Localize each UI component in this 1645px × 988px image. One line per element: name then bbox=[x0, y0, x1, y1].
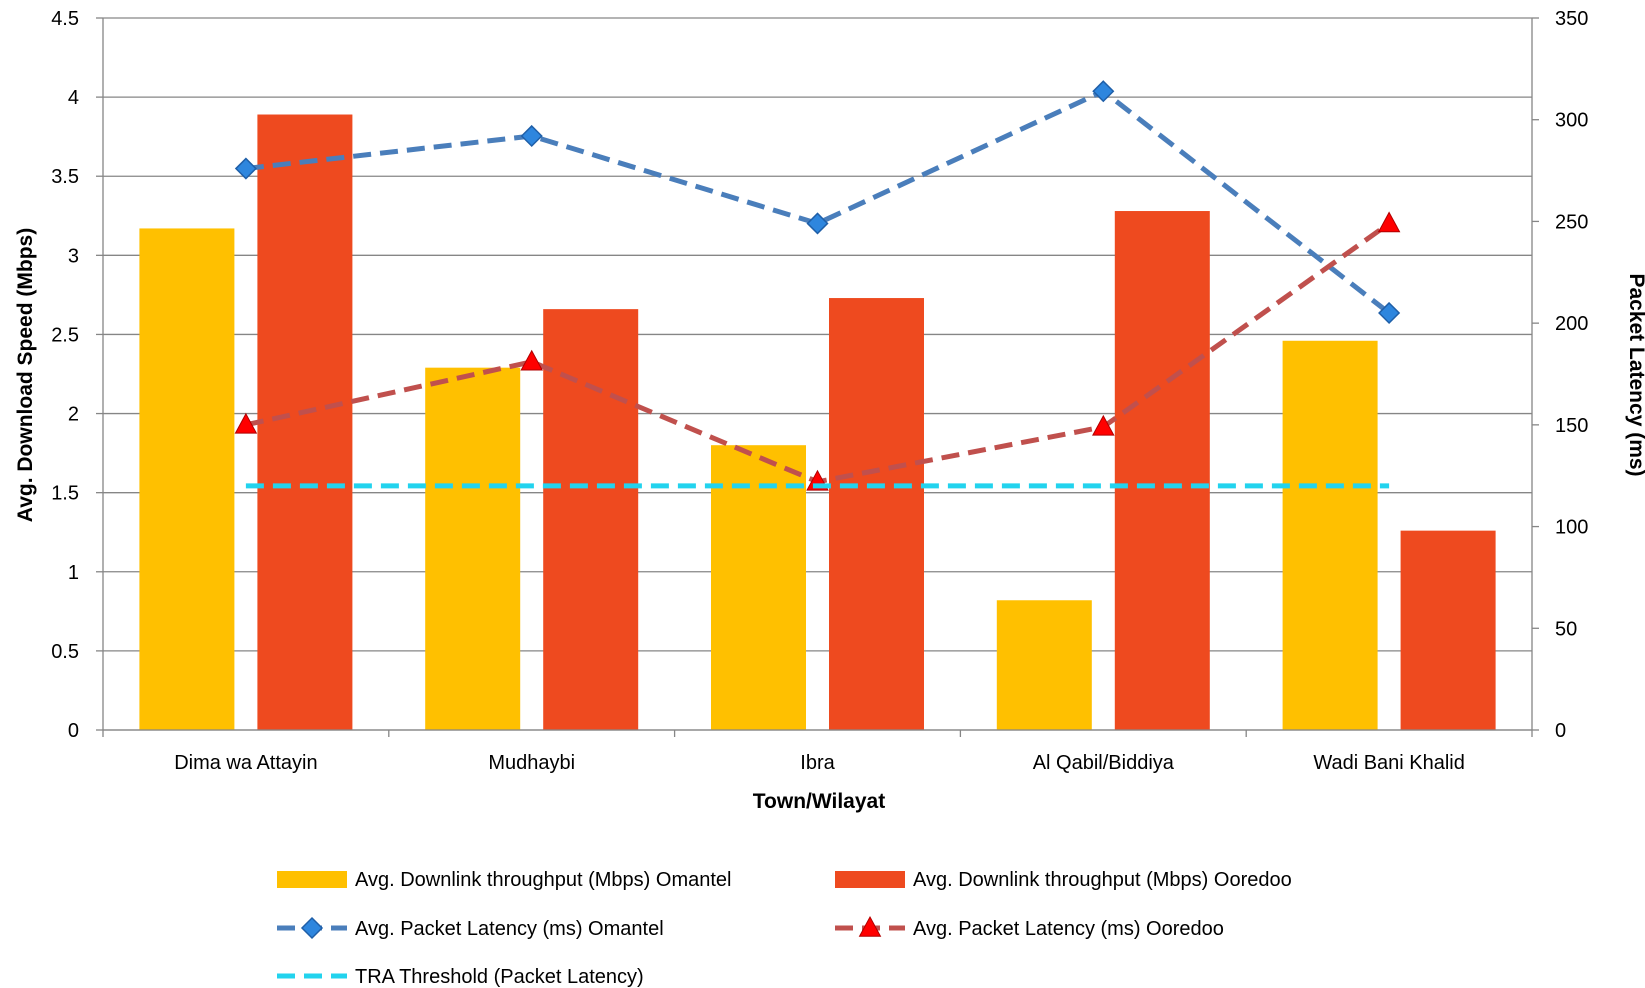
y2-tick-label: 100 bbox=[1555, 517, 1588, 539]
legend-item: Avg. Downlink throughput (Mbps) Omantel bbox=[277, 869, 731, 891]
line-point bbox=[1092, 414, 1115, 436]
line-point bbox=[1378, 301, 1401, 325]
y2-tick-label: 150 bbox=[1555, 415, 1588, 437]
legend-marker bbox=[858, 915, 882, 937]
lines bbox=[234, 80, 1401, 491]
y-tick-label: 2.5 bbox=[51, 324, 79, 346]
x-tick-label: Mudhaybi bbox=[488, 752, 575, 774]
bar bbox=[139, 228, 235, 731]
line-point bbox=[1377, 211, 1401, 233]
legend-item: Avg. Packet Latency (ms) Omantel bbox=[277, 916, 664, 940]
x-tick-label: Wadi Bani Khalid bbox=[1313, 752, 1465, 774]
y2-tick-label: 350 bbox=[1555, 8, 1588, 30]
x-tick-label: Ibra bbox=[800, 752, 835, 774]
legend-swatch bbox=[277, 871, 347, 888]
y2-tick-label: 250 bbox=[1555, 211, 1588, 233]
legend-label: Avg. Packet Latency (ms) Ooredoo bbox=[913, 918, 1224, 940]
bar bbox=[1114, 211, 1210, 730]
x-tick-label: Dima wa Attayin bbox=[174, 752, 317, 774]
legend-item: Avg. Downlink throughput (Mbps) Ooredoo bbox=[835, 869, 1292, 891]
legend-swatch bbox=[835, 871, 905, 888]
legend: Avg. Downlink throughput (Mbps) Omantel A… bbox=[277, 869, 1292, 988]
line-point bbox=[234, 412, 258, 434]
y-tick-label: 4 bbox=[68, 87, 79, 109]
bar bbox=[257, 114, 353, 730]
legend-item: TRA Threshold (Packet Latency) bbox=[277, 966, 644, 988]
bar bbox=[425, 367, 521, 730]
y2-tick-label: 0 bbox=[1555, 720, 1566, 742]
y-tick-label: 1 bbox=[68, 562, 79, 584]
y-tick-label: 3.5 bbox=[51, 166, 79, 188]
y-tick-label: 1.5 bbox=[51, 483, 79, 505]
tick-labels: 0 0.5 1 1.5 2 2.5 3 3.5 4 4.5 0 50 100 150 200 250 300 35… bbox=[51, 8, 1588, 774]
y-tick-label: 0.5 bbox=[51, 641, 79, 663]
x-axis-label: Town/Wilayat bbox=[753, 790, 885, 813]
y2-axis-label: Packet Latency (ms) bbox=[1625, 273, 1645, 476]
series-line bbox=[245, 221, 1391, 485]
line-point bbox=[1092, 80, 1115, 103]
y-tick-label: 2 bbox=[68, 404, 79, 426]
bar bbox=[1400, 530, 1496, 730]
line-point bbox=[520, 349, 543, 371]
legend-label: TRA Threshold (Packet Latency) bbox=[355, 966, 644, 988]
legend-label: Avg. Packet Latency (ms) Omantel bbox=[355, 918, 664, 940]
legend-label: Avg. Downlink throughput (Mbps) Omantel bbox=[355, 869, 731, 891]
bar bbox=[829, 298, 924, 730]
legend-label: Avg. Downlink throughput (Mbps) Ooredoo bbox=[913, 869, 1292, 891]
legend-item: Avg. Packet Latency (ms) Ooredoo bbox=[835, 915, 1224, 940]
y-axis-label: Avg. Download Speed (Mbps) bbox=[14, 228, 37, 522]
line-point bbox=[806, 212, 829, 235]
bar bbox=[711, 445, 806, 730]
series-line bbox=[245, 88, 1391, 315]
legend-marker bbox=[300, 916, 324, 940]
bar bbox=[996, 600, 1092, 730]
bar bbox=[543, 309, 639, 730]
y2-tick-label: 50 bbox=[1555, 618, 1577, 640]
x-tick-label: Al Qabil/Biddiya bbox=[1033, 752, 1175, 774]
bar bbox=[1282, 340, 1378, 730]
line-point bbox=[234, 157, 257, 180]
y2-tick-label: 300 bbox=[1555, 110, 1588, 132]
y-tick-label: 4.5 bbox=[51, 8, 79, 30]
y-tick-label: 3 bbox=[68, 245, 79, 267]
line-point bbox=[520, 124, 543, 148]
y2-tick-label: 200 bbox=[1555, 313, 1588, 335]
bars bbox=[139, 114, 1496, 731]
axes bbox=[96, 17, 1539, 737]
y-tick-label: 0 bbox=[68, 720, 79, 742]
